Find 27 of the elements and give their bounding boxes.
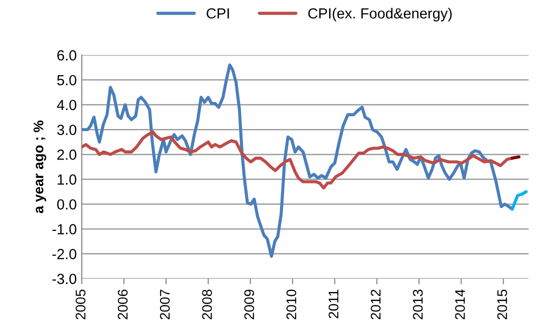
y-tick-label: -2.0 (52, 248, 76, 260)
y-tick-label: -3.0 (52, 274, 76, 284)
line-series (82, 130, 514, 190)
x-tick-label: 2006 (118, 290, 128, 320)
x-tick-label: 2015 (497, 290, 508, 320)
x-tick-label: 2013 (412, 290, 423, 320)
y-tick-label: 6.0 (57, 50, 76, 61)
line-series (510, 190, 528, 211)
y-tick-label: 1.0 (58, 174, 76, 185)
legend-label: CPI (206, 8, 229, 19)
x-tick-label: 2008 (202, 290, 212, 320)
y-tick-label: 5.0 (57, 75, 76, 86)
legend-label: CPI(ex. Food&energy) (308, 8, 452, 22)
y-axis-title: a year ago ; % (34, 120, 46, 214)
y-tick-label: 2.0 (57, 150, 76, 160)
x-tick-label: 2011 (328, 290, 338, 318)
x-tick-label: 2009 (244, 290, 254, 320)
x-tick-label: 2005 (76, 290, 86, 320)
y-tick-label: 3.0 (57, 124, 76, 136)
x-tick-label: 2007 (160, 290, 170, 320)
y-tick-label: -1.0 (52, 224, 76, 234)
x-tick-label: 2014 (455, 289, 465, 320)
y-tick-label: 4.0 (56, 100, 76, 110)
line-series (82, 63, 514, 258)
x-tick-label: 2012 (370, 290, 381, 320)
x-tick-label: 2010 (286, 290, 296, 320)
y-tick-label: 0.0 (57, 199, 76, 210)
